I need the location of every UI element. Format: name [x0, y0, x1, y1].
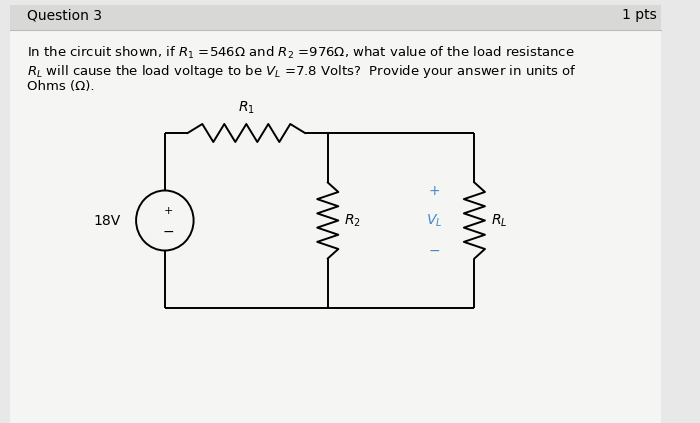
Text: $V_L$: $V_L$ [426, 212, 442, 229]
Text: +: + [428, 184, 440, 198]
Text: +: + [164, 206, 174, 215]
Text: $R_L$: $R_L$ [491, 212, 508, 229]
Bar [10, 5, 661, 30]
Text: −: − [163, 225, 174, 239]
Text: 18V: 18V [94, 214, 121, 228]
Text: 1 pts: 1 pts [622, 8, 657, 22]
Text: $R_L$ will cause the load voltage to be $V_L$ =7.8 Volts?  Provide your answer i: $R_L$ will cause the load voltage to be … [27, 63, 577, 80]
Text: In the circuit shown, if $R_1$ =546Ω and $R_2$ =976Ω, what value of the load res: In the circuit shown, if $R_1$ =546Ω and… [27, 45, 575, 61]
Text: $R_2$: $R_2$ [344, 212, 361, 229]
Text: −: − [428, 244, 440, 258]
Text: $R_1$: $R_1$ [238, 99, 255, 116]
Text: Ohms (Ω).: Ohms (Ω). [27, 80, 94, 93]
Text: Question 3: Question 3 [27, 8, 101, 22]
